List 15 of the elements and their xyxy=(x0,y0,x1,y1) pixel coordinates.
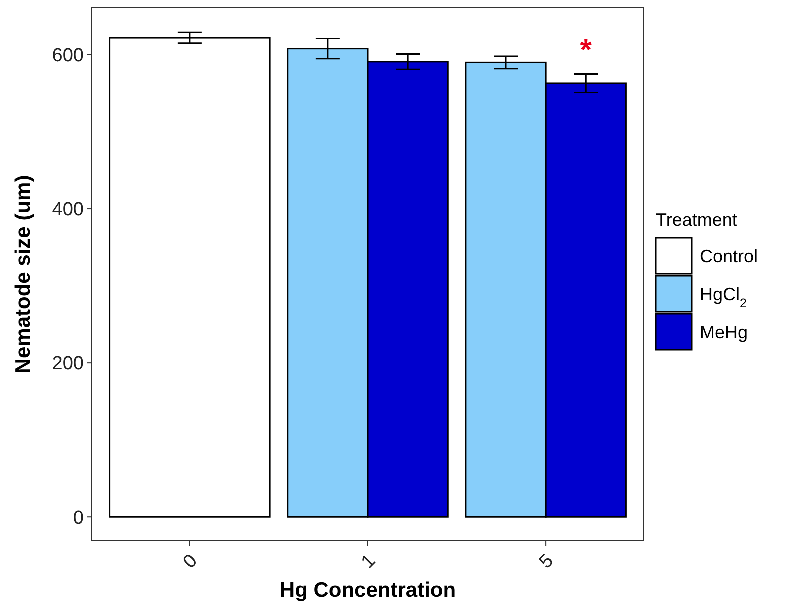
y-axis-title: Nematode size (um) xyxy=(12,175,35,374)
x-tick-label: 5 xyxy=(536,550,558,573)
y-tick-label: 400 xyxy=(52,200,84,221)
y-tick-label: 200 xyxy=(52,354,84,375)
annotation: * xyxy=(580,34,592,67)
legend-label: Control xyxy=(700,246,758,266)
legend-title: Treatment xyxy=(656,210,738,230)
x-tick-label: 0 xyxy=(180,550,202,573)
y-tick-label: 600 xyxy=(52,46,84,67)
x-tick-label: 1 xyxy=(358,550,380,573)
bar xyxy=(109,37,271,518)
x-axis-title: Hg Concentration xyxy=(280,579,456,602)
legend-label: HgCl$_{2}$ xyxy=(700,284,748,310)
y-tick-label: 0 xyxy=(73,508,84,529)
legend-label: MeHg xyxy=(700,322,748,342)
